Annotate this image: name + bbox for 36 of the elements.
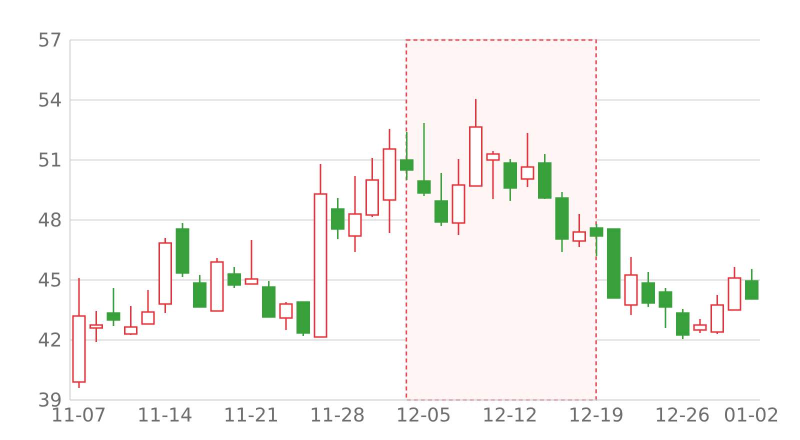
x-tick-label: 11-28 (310, 404, 365, 426)
candlestick (590, 223, 604, 257)
x-tick-label: 01-02 (724, 404, 779, 426)
y-tick-label: 54 (38, 90, 62, 112)
y-tick-label: 57 (38, 30, 62, 52)
candlestick (331, 197, 344, 240)
y-tick-label: 45 (38, 270, 62, 292)
candlestick (124, 305, 138, 336)
y-tick-label: 48 (38, 210, 62, 232)
candlestick (348, 175, 362, 253)
candlestick (228, 266, 241, 289)
candlestick (745, 268, 758, 300)
x-tick-label: 12-26 (654, 404, 710, 426)
candlestick (244, 239, 258, 285)
candlestick (693, 318, 707, 334)
x-tick-label: 11-14 (137, 404, 192, 426)
y-tick-label: 51 (38, 150, 62, 172)
candlestick (417, 122, 431, 197)
candlestick (642, 271, 655, 308)
candlestick (520, 132, 534, 188)
candlestick (658, 287, 672, 329)
candlestick (90, 310, 103, 343)
candlestick (141, 289, 155, 325)
candlestick (400, 131, 414, 181)
candlestick (434, 172, 448, 227)
candlestick (676, 308, 690, 340)
candlestick (486, 150, 500, 200)
candlestick (572, 213, 586, 248)
x-tick-label: 11-21 (224, 404, 279, 426)
x-tick-label: 12-05 (396, 404, 452, 426)
y-tick-label: 42 (38, 330, 62, 352)
candlestick (193, 274, 206, 308)
x-tick-label: 12-12 (482, 404, 538, 426)
candlestick (106, 287, 120, 327)
x-tick-label: 12-19 (568, 404, 624, 426)
candlestick (279, 301, 293, 331)
